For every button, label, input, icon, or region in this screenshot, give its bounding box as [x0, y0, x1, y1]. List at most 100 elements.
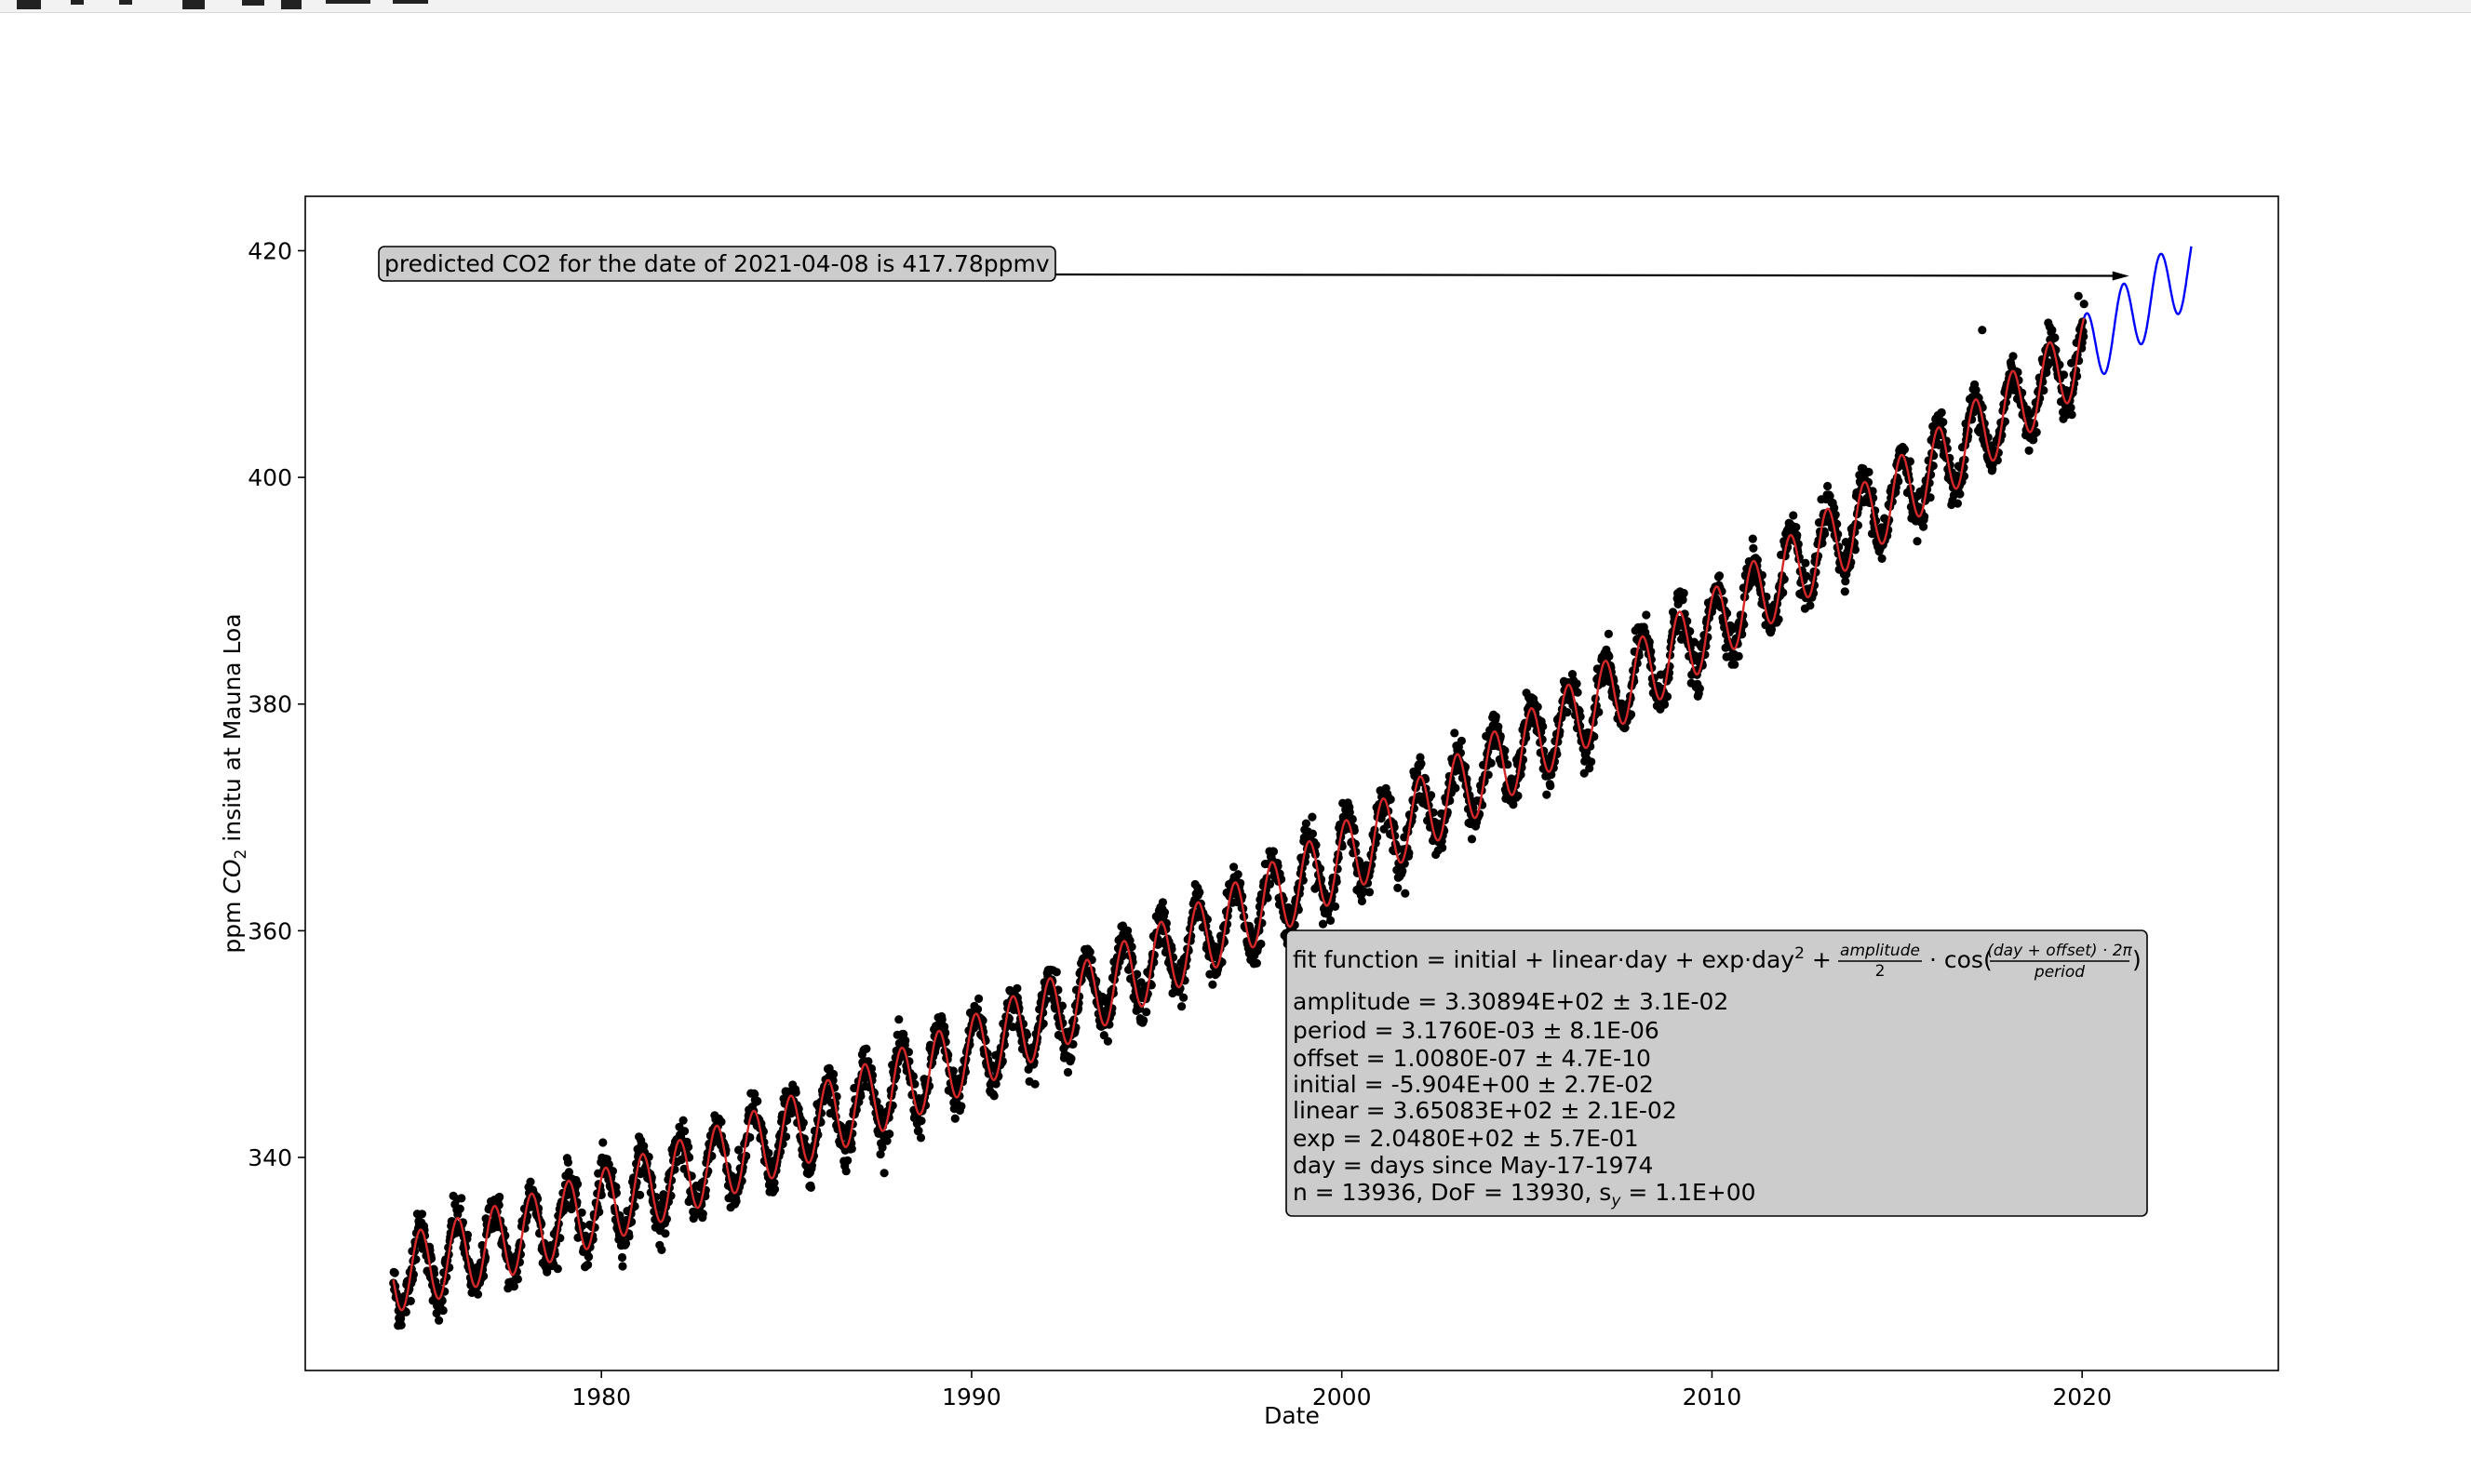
data-point [914, 1126, 923, 1135]
data-point [604, 1159, 613, 1170]
data-point [417, 1210, 427, 1219]
data-point [553, 1264, 562, 1274]
data-point [1953, 499, 1962, 508]
data-point [678, 1116, 688, 1125]
data-point [1789, 511, 1798, 520]
y-tick-label: 360 [248, 917, 292, 944]
data-point [1308, 812, 1317, 822]
data-point [1127, 943, 1136, 952]
data-point [1208, 980, 1217, 989]
prediction-annotation: predicted CO2 for the date of 2021-04-08… [378, 246, 2129, 282]
data-point [1103, 1036, 1112, 1046]
zoom-icon[interactable] [242, 0, 264, 6]
data-point [2074, 291, 2083, 301]
data-point [1620, 723, 1630, 732]
data-point [1642, 610, 1651, 620]
data-point [1457, 736, 1466, 745]
data-point [880, 1169, 889, 1178]
x-tick-label: 2020 [2052, 1384, 2112, 1410]
data-point [1662, 692, 1672, 702]
data-point [917, 1116, 926, 1126]
data-point [753, 1096, 762, 1106]
data-point [899, 1029, 908, 1039]
data-point [435, 1316, 444, 1325]
data-point [1978, 326, 1987, 335]
back-icon[interactable] [71, 0, 84, 5]
data-point [1308, 829, 1317, 838]
data-point [621, 1239, 631, 1249]
data-point [989, 1091, 999, 1101]
data-point [782, 1132, 791, 1142]
data-point [618, 1262, 627, 1271]
data-point [1627, 710, 1636, 719]
pan-icon[interactable] [182, 0, 205, 9]
data-point [806, 1183, 816, 1192]
data-point [1398, 866, 1407, 876]
axes: 1980 1990 2000 2010 2020 340 360 380 400 420 [248, 237, 2112, 1410]
data-point [680, 1127, 690, 1136]
data-point [878, 1143, 887, 1152]
data-point [2079, 300, 2088, 309]
data-point [1678, 595, 1687, 605]
data-point [1734, 651, 1743, 662]
data-point [1326, 916, 1336, 926]
save-icon-2[interactable] [393, 0, 428, 4]
data-point [948, 1066, 958, 1076]
data-point [473, 1290, 483, 1299]
data-point [617, 1252, 627, 1263]
data-point [1357, 896, 1366, 906]
data-point [509, 1282, 519, 1291]
prediction-line [2083, 246, 2193, 376]
data-point [841, 1167, 851, 1176]
forward-icon[interactable] [119, 0, 132, 5]
data-point [991, 1079, 1000, 1089]
data-point [916, 1133, 926, 1143]
y-tick-label: 400 [248, 464, 292, 491]
y-tick-label: 340 [248, 1144, 292, 1171]
data-point [396, 1320, 406, 1330]
data-point [882, 1136, 892, 1145]
data-point [1491, 712, 1500, 721]
data-point [661, 1229, 670, 1238]
data-point [770, 1184, 780, 1194]
data-point [2024, 446, 2034, 455]
data-point [1955, 489, 1965, 499]
x-tick-label: 1980 [571, 1384, 631, 1410]
data-point [636, 1170, 645, 1179]
data-point [894, 1015, 904, 1024]
data-point [1749, 543, 1758, 553]
fit-param-day: day = days since May-17-1974 [1293, 1152, 1653, 1179]
data-point [1513, 791, 1523, 801]
data-point [950, 1114, 960, 1123]
data-point [1792, 523, 1801, 532]
home-icon[interactable] [17, 0, 41, 9]
configure-subplots-icon[interactable] [281, 0, 302, 9]
data-point [1533, 702, 1542, 712]
fit-param-amplitude: amplitude = 3.30894E+02 ± 3.1E-02 [1293, 988, 1728, 1015]
data-point [698, 1210, 707, 1219]
data-point [1730, 660, 1739, 669]
data-point [1233, 870, 1242, 879]
data-point [1841, 577, 1850, 586]
fit-cos-suffix: ) [2132, 946, 2142, 973]
x-axis-label: Date [1264, 1402, 1320, 1429]
data-point [973, 1005, 983, 1014]
fit-param-exp: exp = 2.0480E+02 ± 5.7E-01 [1293, 1125, 1639, 1152]
data-point [1919, 522, 1928, 531]
data-point [449, 1191, 458, 1200]
data-point [639, 1142, 649, 1151]
data-point [390, 1268, 399, 1277]
fit-param-initial: initial = -5.904E+00 ± 2.7E-02 [1293, 1071, 1654, 1098]
data-point [455, 1204, 464, 1213]
data-point [1926, 493, 1935, 502]
data-point [1263, 893, 1272, 902]
data-point [457, 1194, 466, 1203]
data-point [1456, 748, 1465, 757]
data-point [1345, 808, 1354, 817]
data-point [1417, 759, 1426, 769]
data-point [2059, 370, 2069, 380]
data-point [1546, 782, 1555, 791]
save-icon[interactable] [326, 0, 370, 4]
data-point [1542, 790, 1551, 799]
data-point [1905, 457, 1914, 466]
